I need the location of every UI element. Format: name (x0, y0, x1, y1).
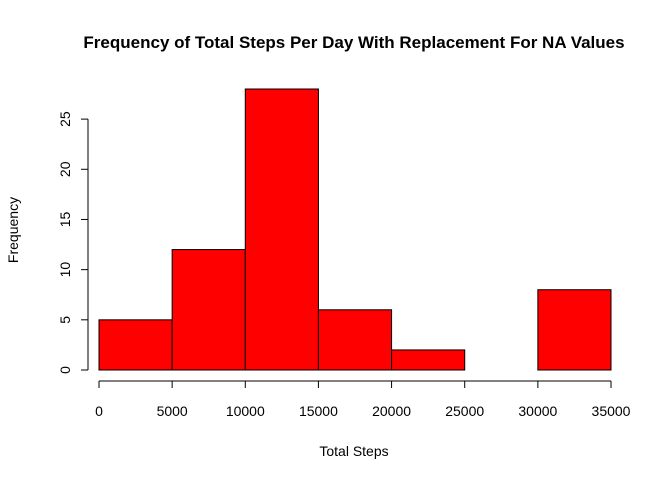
y-tick-label: 10 (57, 262, 73, 278)
histogram-bar-5 (391, 349, 466, 371)
y-axis: 0 5 10 15 20 25 (57, 111, 89, 374)
y-axis-label: Frequency (5, 197, 21, 263)
histogram-bar-4 (317, 309, 393, 371)
y-tick-label: 5 (57, 316, 73, 324)
histogram-bar-1 (98, 319, 173, 371)
bars-group (98, 88, 612, 371)
y-tick-label: 15 (57, 211, 73, 227)
x-tick-label: 10000 (226, 403, 265, 419)
chart-title: Frequency of Total Steps Per Day With Re… (83, 33, 624, 52)
x-tick-label: 5000 (157, 403, 188, 419)
x-tick-label: 15000 (299, 403, 338, 419)
x-tick-label: 25000 (445, 403, 484, 419)
y-tick-label: 0 (57, 366, 73, 374)
x-tick-label: 20000 (372, 403, 411, 419)
x-axis-label: Total Steps (319, 443, 388, 459)
y-tick-label: 25 (57, 111, 73, 127)
histogram-bar-3 (244, 88, 319, 371)
x-axis: 0 5000 10000 15000 20000 25000 30000 35000 (95, 380, 631, 419)
x-tick-label: 35000 (592, 403, 631, 419)
x-tick-label: 0 (95, 403, 103, 419)
histogram-bar-2 (171, 249, 246, 371)
y-tick-label: 20 (57, 161, 73, 177)
histogram-bar-7 (537, 289, 612, 371)
x-tick-label: 30000 (518, 403, 557, 419)
